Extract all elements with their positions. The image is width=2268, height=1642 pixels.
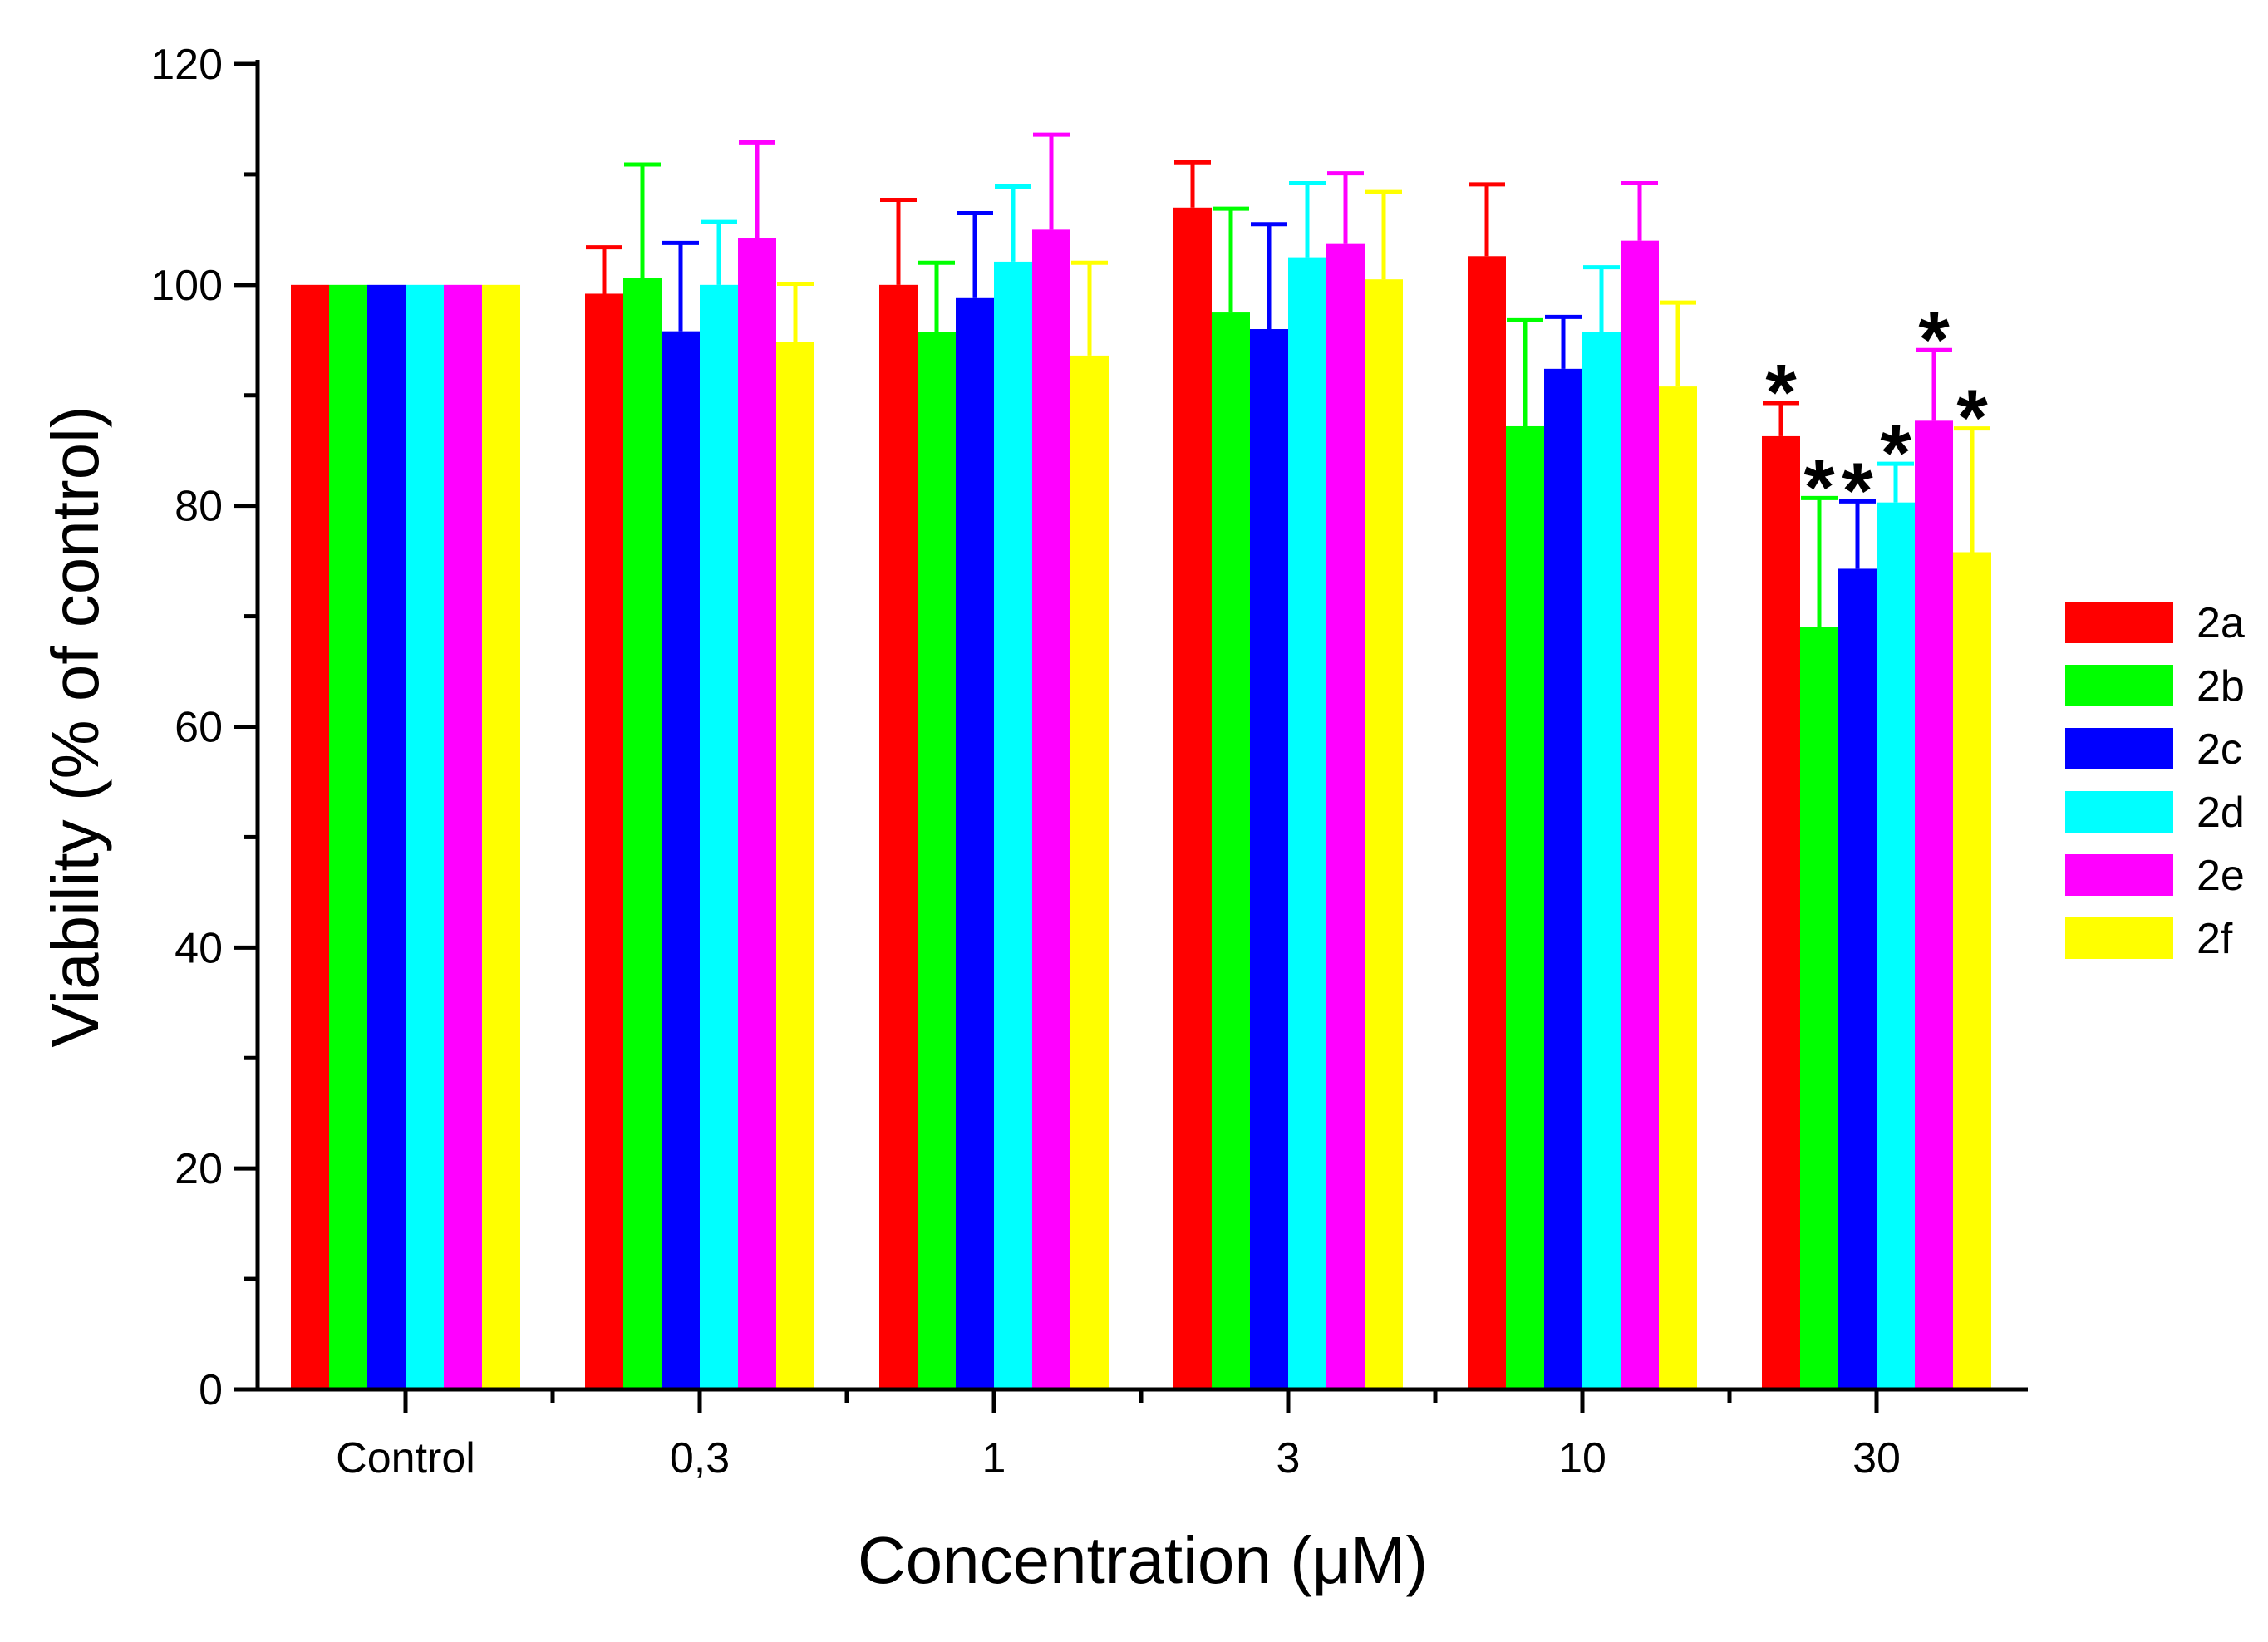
bar-2f-0 (482, 284, 520, 1389)
y-tick-label-100: 100 (150, 262, 223, 310)
legend-swatch-2b (2065, 665, 2173, 706)
legend-label-2e: 2e (2197, 852, 2245, 900)
bar-2f-4 (1659, 386, 1697, 1389)
bar-2f-5 (1953, 552, 1991, 1389)
legend-label-2c: 2c (2197, 725, 2242, 774)
y-tick-label-0: 0 (199, 1366, 223, 1414)
x-tick-label-4: 10 (1558, 1434, 1606, 1482)
bar-2e-0 (444, 284, 482, 1389)
bar-2d-4 (1582, 332, 1621, 1389)
x-tick-label-5: 30 (1852, 1434, 1901, 1482)
legend-swatch-2c (2065, 728, 2173, 769)
bar-2c-0 (367, 284, 406, 1389)
bar-2a-5 (1762, 435, 1800, 1389)
significance-star-2a-5: * (1765, 348, 1797, 437)
bar-2c-1 (662, 331, 700, 1389)
legend-label-2b: 2b (2197, 662, 2245, 710)
bar-2c-3 (1250, 329, 1288, 1389)
bar-2b-4 (1506, 425, 1544, 1389)
significance-star-2f-5: * (1956, 374, 1988, 463)
x-tick-label-0: Control (336, 1434, 475, 1482)
bar-2a-3 (1173, 207, 1212, 1390)
bar-2d-2 (994, 261, 1032, 1389)
bar-2e-4 (1621, 240, 1659, 1390)
bar-2b-3 (1212, 312, 1250, 1389)
legend-label-2a: 2a (2197, 599, 2245, 647)
significance-star-2d-5: * (1880, 409, 1911, 498)
significance-star-2c-5: * (1842, 446, 1873, 535)
y-tick-label-80: 80 (175, 483, 223, 531)
significance-star-2b-5: * (1803, 443, 1835, 532)
legend-swatch-2e (2065, 854, 2173, 896)
legend-label-2d: 2d (2197, 789, 2245, 837)
bar-2d-5 (1877, 502, 1915, 1389)
legend-swatch-2d (2065, 791, 2173, 833)
x-tick-label-3: 3 (1277, 1434, 1301, 1482)
y-tick-label-60: 60 (175, 704, 223, 752)
x-axis-title: Concentration (μM) (858, 1523, 1428, 1597)
bar-2a-0 (291, 284, 329, 1389)
legend-swatch-2f (2065, 917, 2173, 959)
y-tick-label-40: 40 (175, 924, 223, 972)
bar-2b-1 (623, 278, 662, 1389)
bar-2f-3 (1365, 279, 1403, 1389)
bar-2a-1 (585, 293, 623, 1389)
bar-2f-1 (776, 342, 814, 1390)
bar-2b-0 (329, 284, 367, 1389)
bar-2d-1 (700, 284, 738, 1389)
x-tick-label-2: 1 (982, 1434, 1006, 1482)
bar-2a-4 (1468, 256, 1506, 1389)
y-tick-label-120: 120 (150, 41, 223, 89)
bar-2e-5 (1915, 420, 1953, 1390)
legend-swatch-2a (2065, 602, 2173, 643)
bar-2f-2 (1070, 355, 1109, 1389)
bar-2d-3 (1288, 257, 1326, 1390)
y-tick-label-20: 20 (175, 1145, 223, 1193)
bar-2c-2 (956, 297, 994, 1389)
bar-2a-2 (879, 284, 918, 1389)
bar-2e-1 (738, 238, 776, 1390)
bar-2b-5 (1800, 627, 1838, 1389)
bar-2d-0 (406, 284, 444, 1389)
bar-2c-4 (1544, 368, 1582, 1390)
bar-2e-2 (1032, 229, 1070, 1389)
legend-label-2f: 2f (2197, 915, 2233, 963)
x-tick-label-1: 0,3 (670, 1434, 730, 1482)
bar-2e-3 (1326, 243, 1365, 1389)
bar-2c-5 (1838, 568, 1877, 1389)
y-axis-title: Viability (% of control) (38, 406, 112, 1047)
significance-star-2e-5: * (1918, 295, 1950, 384)
bar-2b-2 (918, 332, 956, 1389)
